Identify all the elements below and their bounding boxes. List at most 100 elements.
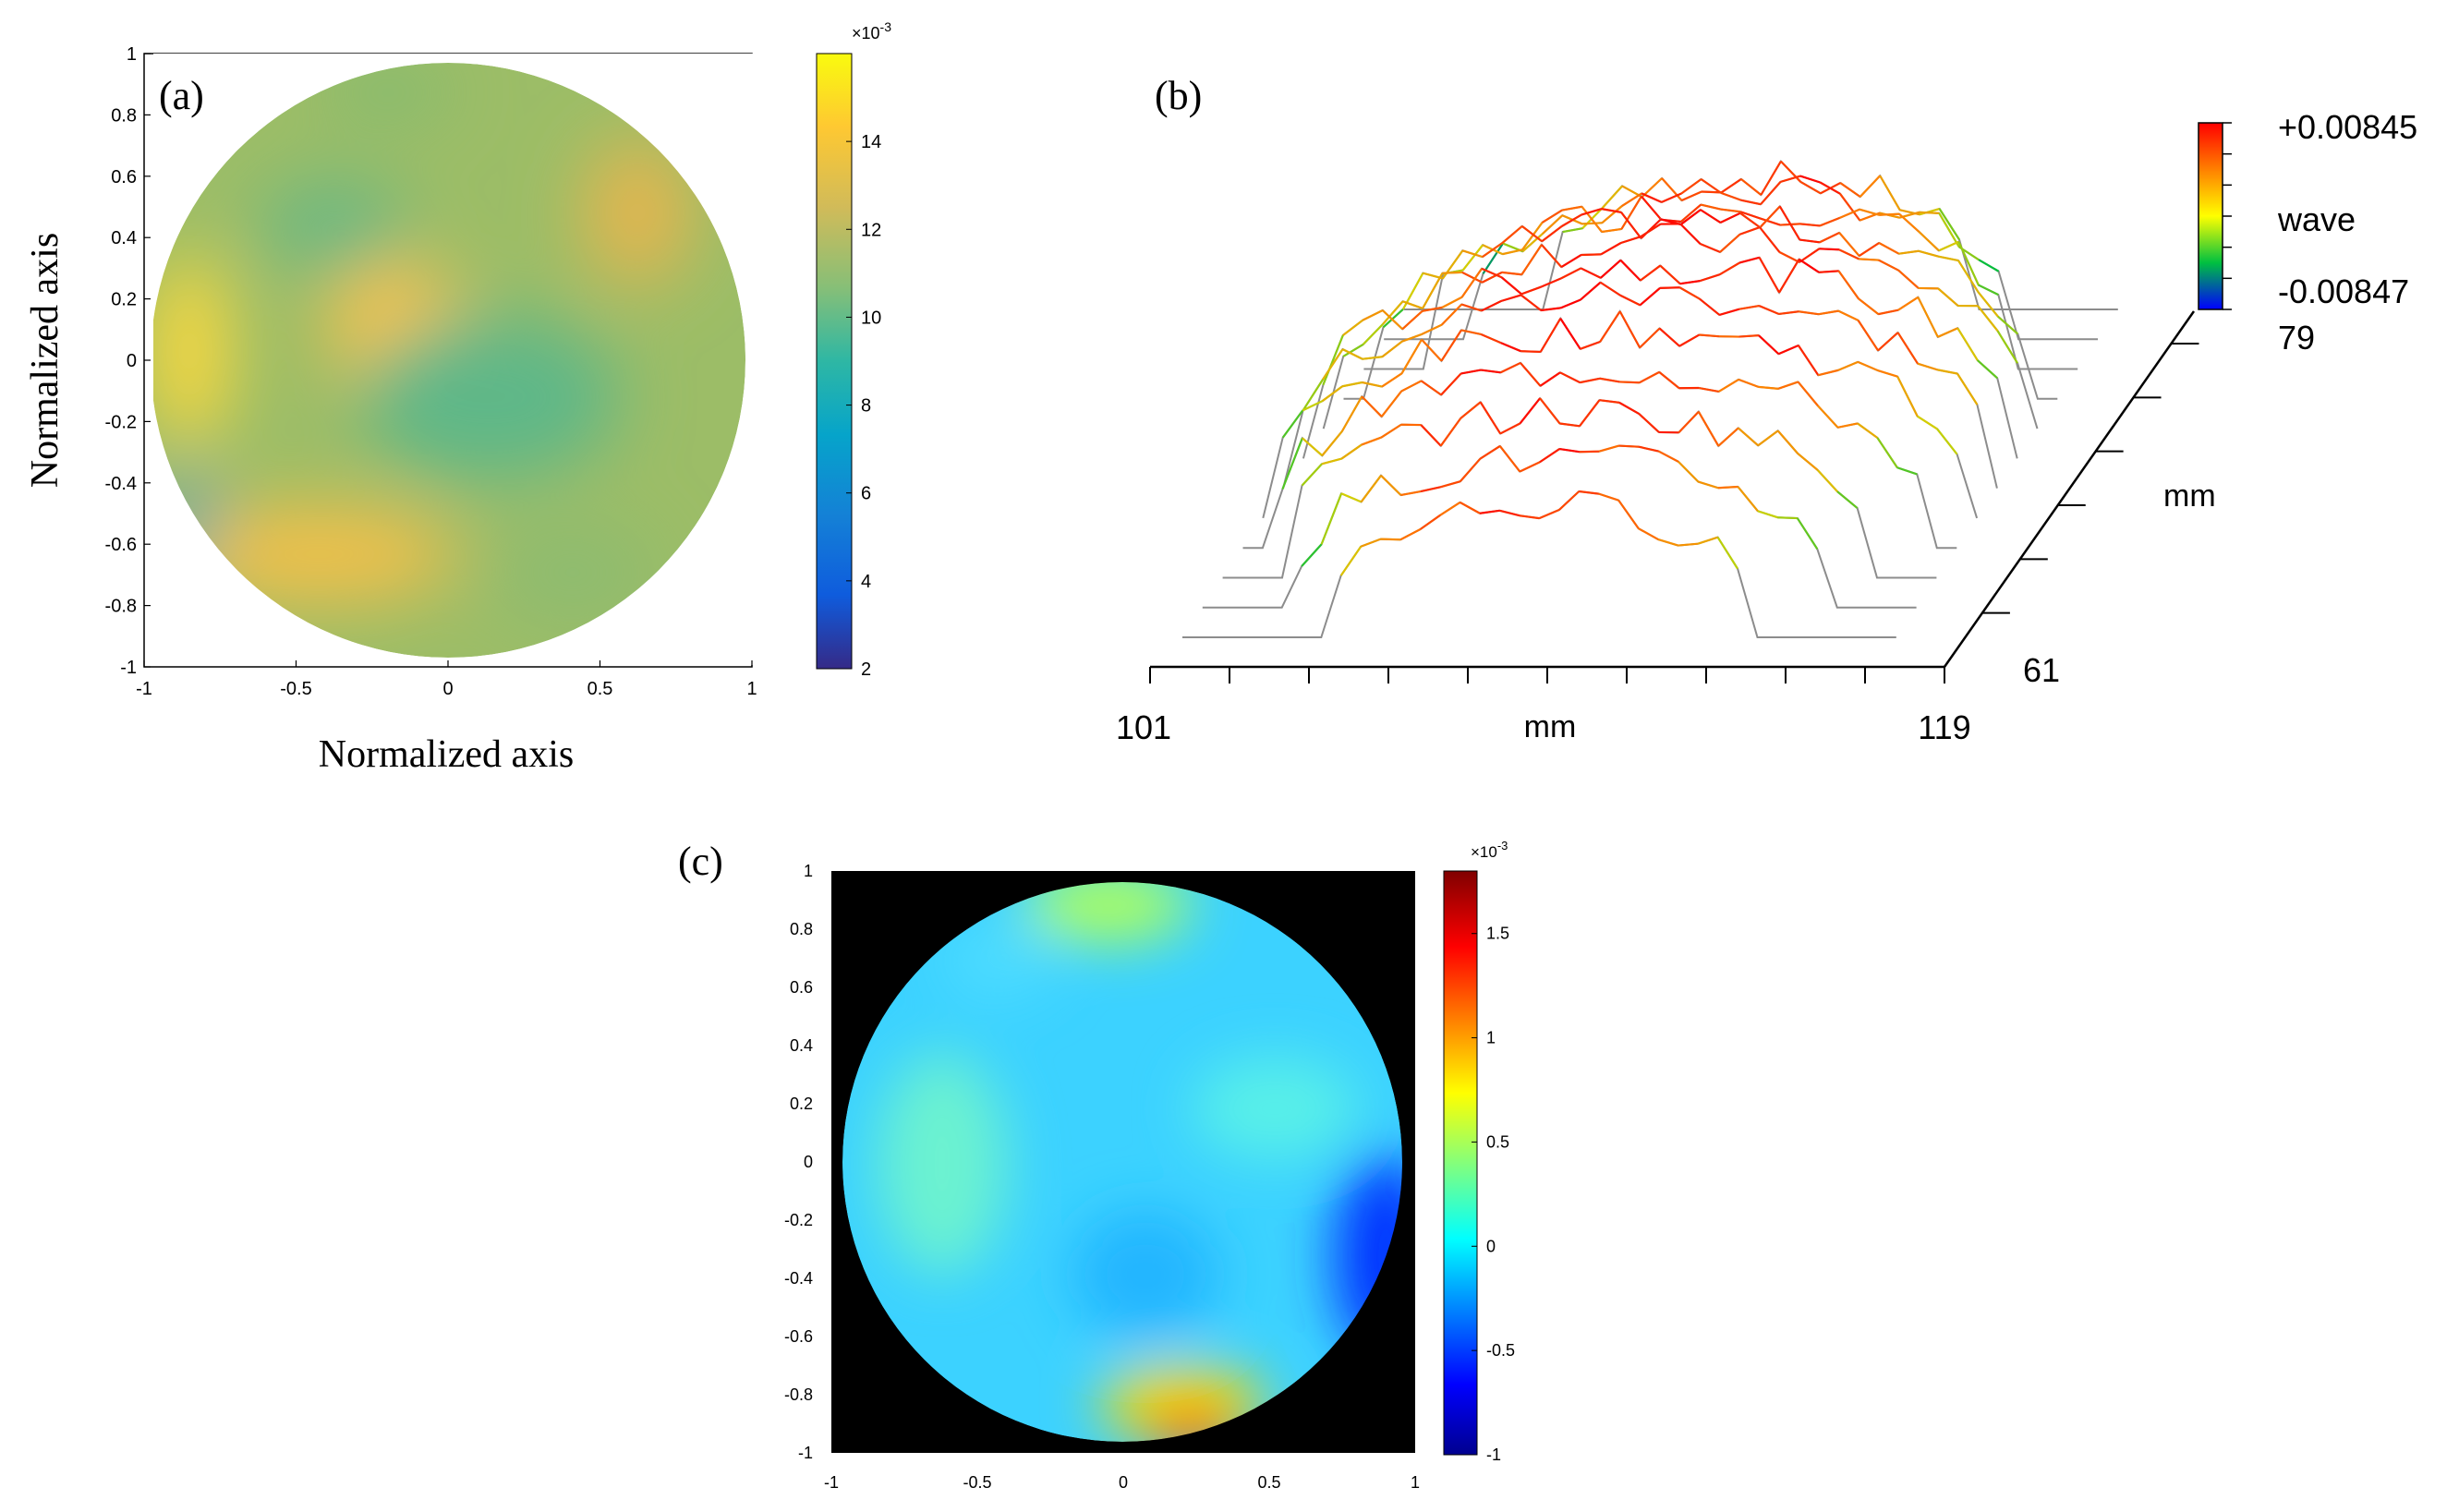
panel-b-segment [1956, 372, 1979, 405]
panel-b-segment [1640, 264, 1661, 282]
panel-b-segment [1380, 475, 1402, 496]
panel-c: (c) 1 0.8 0.6 0.4 0.2 0 -0.2 -0.4 -0.6 -0.8 -1 -1 [678, 839, 1515, 1492]
panel-b-segment [1441, 303, 1463, 326]
panel-a-x-tick-label: 0 [442, 679, 453, 699]
panel-b-segment [1562, 227, 1583, 234]
panel-b-segment [1659, 286, 1680, 289]
panel-a-y-tick-label: 0.4 [111, 228, 137, 248]
panel-a-y-ticks: 1 0.8 0.6 0.4 0.2 0 -0.2 -0.4 -0.6 -0.8 -1 [105, 44, 151, 678]
panel-b-segment [1659, 264, 1681, 284]
panel-b-x-axis-label: mm [1524, 709, 1577, 744]
panel-b-segment [1877, 332, 1899, 352]
panel-b-segment [1322, 334, 1344, 386]
panel-b-segment [1838, 232, 1860, 257]
panel-c-colorbar-tick-label: 0.5 [1486, 1132, 1509, 1151]
panel-b-segment [1538, 509, 1560, 520]
panel-b-segment [1559, 447, 1580, 454]
panel-a-heatmap [153, 54, 754, 665]
panel-b-segment [1778, 310, 1799, 316]
panel-c-x-tick-label: 1 [1411, 1473, 1420, 1492]
panel-b-segment [1978, 259, 2000, 272]
panel-b-segment [1440, 372, 1462, 396]
panel-b-segment [1441, 296, 1463, 308]
panel-b-segment [1362, 356, 1383, 360]
panel-c-y-ticks: 1 0.8 0.6 0.4 0.2 0 -0.2 -0.4 -0.6 -0.8 -1 [784, 862, 813, 1462]
panel-b-segment [1720, 178, 1742, 194]
panel-c-colorbar-tick-label: 1 [1486, 1029, 1496, 1047]
panel-b-label: (b) [1155, 73, 1202, 118]
panel-b-segment [1440, 329, 1462, 362]
panel-b-segment [1678, 286, 1701, 300]
panel-b-segment [1639, 327, 1661, 349]
panel-b-series-baseline [1182, 490, 1896, 638]
panel-b-segment [1718, 378, 1739, 393]
panel-b-segment [1579, 399, 1601, 427]
panel-b-segment [1600, 242, 1622, 256]
panel-b-series [1282, 281, 1998, 489]
panel-b-segment [1480, 369, 1501, 374]
panel-b-segment [1858, 297, 1880, 315]
panel-b-segment [1461, 271, 1483, 284]
panel-c-y-tick-label: 0.6 [790, 978, 813, 997]
panel-b-segment [1321, 457, 1342, 466]
panel-b-segment [1678, 410, 1700, 434]
panel-c-y-tick-label: -0.6 [784, 1327, 813, 1346]
panel-b: (b) 101 mm 119 61 mm 79 +0.00845 wave -0… [1116, 73, 2417, 746]
panel-b-segment [1857, 360, 1879, 372]
panel-b-segment [1776, 429, 1799, 454]
panel-b-segment [1937, 369, 1958, 375]
panel-b-segment [1521, 222, 1544, 250]
panel-b-segment [1400, 490, 1422, 497]
panel-b-segment [1641, 195, 1663, 221]
panel-b-segment [1716, 537, 1738, 570]
panel-b-segment [1819, 216, 1840, 227]
panel-b-segment [1638, 527, 1659, 541]
panel-b-segment [1996, 330, 2018, 364]
panel-b-segment [1380, 538, 1401, 541]
panel-b-segment [1777, 381, 1799, 390]
panel-b-segment [1720, 191, 1741, 201]
panel-c-y-tick-label: 0 [804, 1153, 813, 1171]
panel-b-segment [1399, 528, 1422, 541]
panel-b-segment [1778, 251, 1800, 263]
panel-b-segment [1301, 543, 1323, 567]
panel-b-segment [1799, 310, 1819, 316]
panel-b-segment [1639, 370, 1660, 384]
panel-b-segment [1460, 501, 1481, 514]
panel-a-x-ticks: -1 -0.5 0 0.5 1 [136, 660, 757, 699]
panel-b-segment [1302, 437, 1324, 457]
panel-b-segment [1560, 267, 1581, 280]
panel-b-segment [1757, 510, 1778, 519]
panel-b-segment [1738, 304, 1760, 310]
panel-c-label: (c) [678, 839, 723, 884]
panel-b-segment [1440, 480, 1461, 489]
panel-c-colorbar-tick-label: 1.5 [1486, 925, 1509, 943]
panel-b-segment [1598, 492, 1619, 502]
panel-b-segment [1479, 401, 1502, 435]
panel-a-x-axis-label: Normalized axis [319, 733, 574, 776]
panel-b-segment [1439, 501, 1461, 516]
panel-c-colorbar-exponent-base: ×10 [1471, 843, 1497, 861]
panel-b-segment [1618, 310, 1641, 348]
panel-b-segment [1938, 240, 1959, 252]
panel-b-segment [1638, 445, 1659, 453]
panel-b-segment [1420, 424, 1442, 447]
panel-b-segment [1879, 212, 1900, 216]
panel-b-segment [1340, 395, 1363, 432]
panel-b-colorbar-min-label: -0.00847 [2278, 272, 2409, 310]
panel-c-colorbar-ticks: -1 -0.5 0 0.5 1 1.5 [1472, 925, 1515, 1464]
panel-b-segment [1400, 339, 1423, 374]
panel-b-colorbar-max-label: +0.00845 [2278, 108, 2417, 146]
panel-b-segment [1956, 327, 1979, 361]
panel-b-segment [1581, 206, 1603, 233]
panel-b-segment [1838, 248, 1859, 260]
panel-b-segment [1819, 181, 1841, 195]
panel-b-segment [1519, 514, 1540, 520]
panel-b-segment [1917, 362, 1938, 371]
panel-b-segment [1341, 381, 1363, 388]
panel-b-segment [1402, 300, 1423, 310]
panel-b-segment [1421, 380, 1442, 396]
panel-b-segment [1678, 542, 1699, 547]
panel-a-y-tick-label: 0.6 [111, 167, 137, 187]
panel-a-y-tick-label: 0.8 [111, 105, 137, 126]
